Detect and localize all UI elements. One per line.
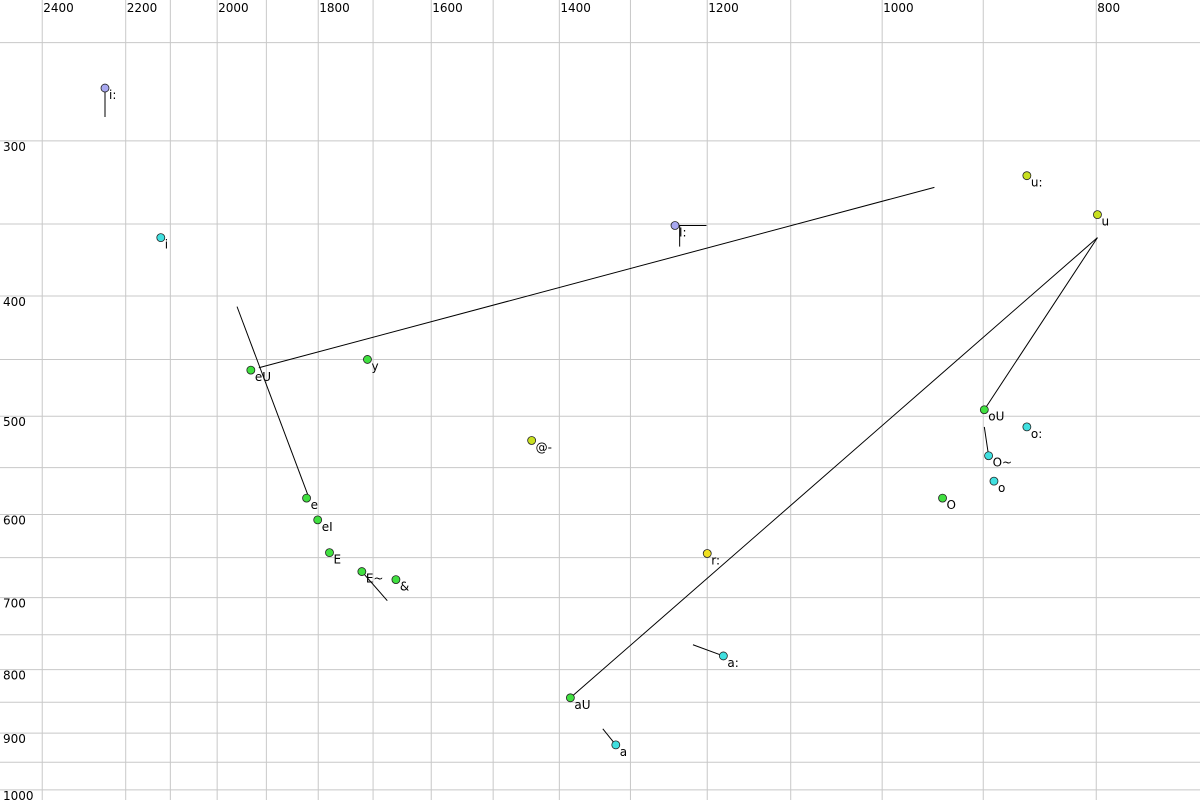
vowel-label: E xyxy=(333,553,341,567)
vowel-point xyxy=(984,451,993,461)
vowel-point xyxy=(1022,171,1032,181)
vowel-label: a: xyxy=(727,656,738,670)
vowel-label: i: xyxy=(109,88,116,102)
vowel-point xyxy=(611,740,621,750)
y-tick-label: 900 xyxy=(3,732,26,746)
trajectory xyxy=(983,426,990,456)
vowel-point xyxy=(246,365,256,375)
vowel-label: e xyxy=(311,498,318,512)
vowel-label: & xyxy=(400,580,409,594)
vowel-label: aU xyxy=(574,698,590,712)
vowel-point xyxy=(357,567,367,576)
vowel-label: y xyxy=(371,359,378,373)
vowel-point xyxy=(702,549,712,558)
vowel-point xyxy=(363,355,372,364)
vowel-point xyxy=(302,493,311,503)
y-tick-label: 400 xyxy=(3,295,26,309)
vowel-point xyxy=(979,405,989,415)
vowel-point xyxy=(156,233,166,243)
trajectory xyxy=(236,306,311,501)
vowel-point xyxy=(313,515,323,525)
x-tick-label: 1400 xyxy=(560,1,591,15)
vowel-point xyxy=(325,548,334,558)
trajectory xyxy=(983,237,1098,410)
y-tick-label: 1000 xyxy=(3,789,34,800)
vowel-point xyxy=(1022,422,1032,432)
y-tick-label: 500 xyxy=(3,415,26,429)
vowel-point xyxy=(670,221,680,230)
vowel-label: eU xyxy=(255,370,271,384)
x-tick-label: 2200 xyxy=(127,1,158,15)
y-tick-label: 300 xyxy=(3,140,26,154)
vowel-label: u xyxy=(1101,215,1109,229)
vowel-point xyxy=(527,436,537,445)
vowel-point xyxy=(989,476,999,486)
trajectory xyxy=(361,571,388,601)
trajectory xyxy=(258,186,935,369)
x-tick-label: 1000 xyxy=(883,1,914,15)
x-tick-label: 2000 xyxy=(218,1,249,15)
x-tick-label: 2400 xyxy=(43,1,74,15)
y-tick-label: 700 xyxy=(3,597,26,611)
y-tick-label: 800 xyxy=(3,669,26,683)
x-tick-label: 1600 xyxy=(432,1,463,15)
vowel-label: @- xyxy=(536,440,552,454)
trajectory xyxy=(570,237,1098,699)
vowel-label: I: xyxy=(679,226,687,240)
y-tick-label: 600 xyxy=(3,514,26,528)
vowel-point xyxy=(100,83,110,93)
vowel-label: E~ xyxy=(366,572,384,586)
vowel-point xyxy=(1093,210,1102,220)
vowel-point xyxy=(718,651,728,661)
x-tick-label: 1800 xyxy=(319,1,350,15)
x-tick-label: 1200 xyxy=(708,1,739,15)
vowel-label: eI xyxy=(322,520,333,534)
vowel-point xyxy=(938,493,947,503)
vowel-label: O xyxy=(947,498,956,512)
vowel-label: O~ xyxy=(993,456,1013,470)
vowel-point xyxy=(565,693,575,703)
vowel-label: o: xyxy=(1031,427,1042,441)
vowel-label: a xyxy=(620,745,627,759)
vowel-label: oU xyxy=(988,410,1004,424)
vowel-point xyxy=(391,575,401,584)
vowel-label: u: xyxy=(1031,176,1043,190)
x-tick-label: 800 xyxy=(1097,1,1120,15)
vowel-label: o xyxy=(998,481,1005,495)
vowel-label: r: xyxy=(711,553,720,567)
vowel-label: i xyxy=(165,238,168,252)
trajectory xyxy=(692,644,724,657)
